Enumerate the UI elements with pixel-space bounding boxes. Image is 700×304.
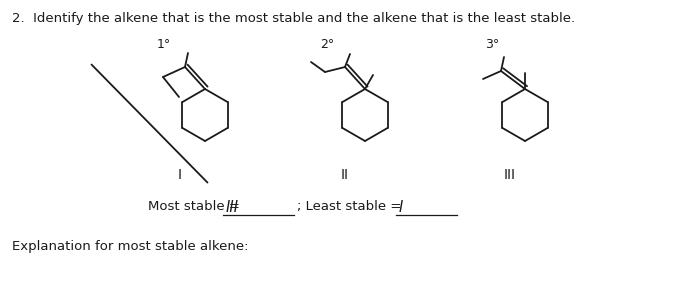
Text: ; Least stable =: ; Least stable =: [297, 200, 405, 213]
Text: 1°: 1°: [157, 38, 172, 51]
Text: Most stable =: Most stable =: [148, 200, 244, 213]
Text: III: III: [504, 168, 516, 182]
Text: Explanation for most stable alkene:: Explanation for most stable alkene:: [12, 240, 248, 253]
Text: 3°: 3°: [485, 38, 499, 51]
Text: 2°: 2°: [320, 38, 335, 51]
Text: 2.  Identify the alkene that is the most stable and the alkene that is the least: 2. Identify the alkene that is the most …: [12, 12, 575, 25]
Text: I: I: [399, 200, 403, 215]
Text: III: III: [226, 200, 239, 215]
Text: I: I: [178, 168, 182, 182]
Text: II: II: [341, 168, 349, 182]
